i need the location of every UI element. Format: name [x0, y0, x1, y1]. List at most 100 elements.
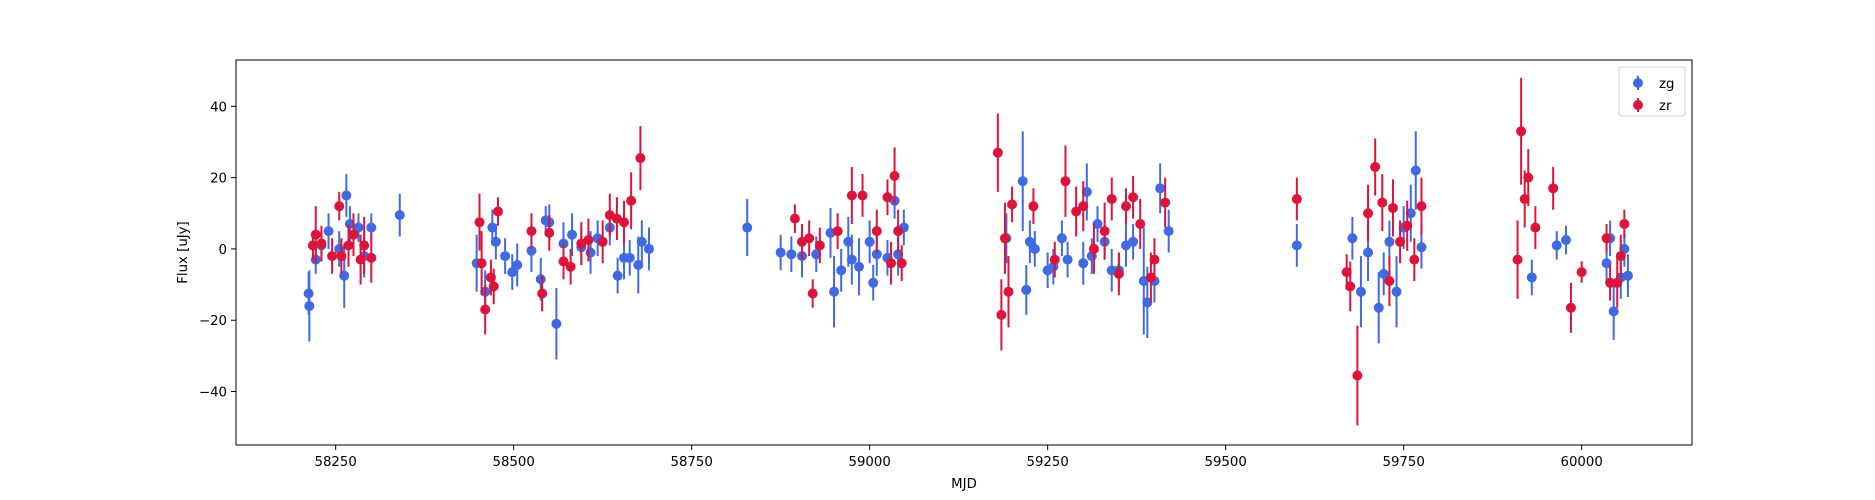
data-point-zr: [1135, 218, 1146, 229]
data-point-zr: [316, 238, 327, 249]
legend-marker-zg: [1633, 78, 1643, 88]
data-point-zg: [1347, 233, 1358, 244]
data-point-zr: [1028, 201, 1039, 212]
data-point-zr: [886, 258, 897, 269]
data-point-zr: [597, 236, 608, 247]
data-point-zr: [893, 226, 904, 237]
y-tick-label: −40: [199, 386, 227, 401]
data-point-zr: [992, 147, 1003, 158]
data-point-zr: [537, 288, 548, 299]
y-tick-label: 40: [210, 100, 227, 115]
data-point-zr: [1341, 267, 1352, 278]
data-point-zg: [344, 218, 355, 229]
data-point-zr: [1007, 199, 1018, 210]
data-point-zr: [488, 281, 499, 292]
data-point-zg: [323, 226, 334, 237]
data-point-zr: [1565, 302, 1576, 313]
data-point-zr: [1145, 272, 1156, 283]
data-point-zg: [1601, 258, 1612, 269]
y-axis-label: Flux [uJy]: [176, 221, 191, 283]
data-point-zg: [612, 270, 623, 281]
data-point-zg: [846, 254, 857, 265]
data-point-zg: [871, 249, 882, 260]
data-point-zg: [1560, 235, 1571, 246]
data-point-zr: [1416, 201, 1427, 212]
data-point-zg: [1128, 236, 1139, 247]
data-point-zr: [1516, 126, 1527, 137]
data-point-zg: [1081, 186, 1092, 197]
data-point-zr: [846, 190, 857, 201]
data-point-zr: [871, 226, 882, 237]
axes-frame: [235, 59, 1693, 446]
data-point-zr: [1291, 194, 1302, 205]
data-point-zg: [742, 222, 753, 233]
series-zr: [307, 77, 1630, 426]
data-point-zg: [304, 300, 315, 311]
data-point-zg: [1021, 284, 1032, 295]
data-point-zg: [1029, 243, 1040, 254]
data-point-zr: [1402, 220, 1413, 231]
data-point-zg: [341, 190, 352, 201]
data-point-zg: [1062, 254, 1073, 265]
data-point-zr: [996, 309, 1007, 320]
data-point-zg: [1092, 218, 1103, 229]
data-point-zg: [366, 222, 377, 233]
data-point-zr: [1078, 201, 1089, 212]
data-point-zg: [1384, 236, 1395, 247]
data-point-zr: [807, 288, 818, 299]
data-point-zr: [310, 229, 321, 240]
legend-label-zg: zg: [1659, 77, 1674, 92]
legend-box: [1618, 66, 1686, 117]
x-axis-label: MJD: [951, 477, 977, 492]
data-point-zr: [1160, 197, 1171, 208]
data-point-zr: [1530, 222, 1541, 233]
data-point-zr: [832, 226, 843, 237]
data-point-zr: [334, 201, 345, 212]
data-point-zg: [1355, 286, 1366, 297]
data-point-zr: [626, 195, 637, 206]
data-point-zg: [836, 265, 847, 276]
y-axis: −40 −20 0 20 40: [199, 100, 236, 401]
data-point-zr: [359, 240, 370, 251]
data-point-zg: [864, 236, 875, 247]
data-point-zg: [853, 261, 864, 272]
data-point-zg: [1551, 240, 1562, 251]
data-point-zr: [1512, 254, 1523, 265]
data-point-zr: [1352, 370, 1363, 381]
data-point-zr: [348, 229, 359, 240]
data-point-zr: [789, 213, 800, 224]
data-point-zr: [343, 240, 354, 251]
data-point-zr: [1120, 201, 1131, 212]
data-point-zr: [1576, 267, 1587, 278]
data-point-zr: [1519, 194, 1530, 205]
x-tick-label: 59250: [1027, 455, 1069, 470]
data-point-zg: [633, 259, 644, 270]
data-point-zg: [1373, 302, 1384, 313]
data-point-zg: [512, 259, 523, 270]
data-point-zg: [1391, 286, 1402, 297]
data-point-zg: [1155, 183, 1166, 194]
data-point-zg: [843, 236, 854, 247]
data-point-zr: [882, 192, 893, 203]
data-point-zr: [1377, 197, 1388, 208]
data-point-zg: [829, 286, 840, 297]
data-point-zg: [1024, 236, 1035, 247]
data-point-zr: [355, 254, 366, 265]
data-point-zg: [585, 247, 596, 258]
data-point-zr: [1523, 172, 1534, 183]
data-point-zr: [474, 217, 485, 228]
data-point-zr: [1605, 277, 1616, 288]
data-point-zg: [1363, 247, 1374, 258]
data-point-zg: [490, 236, 501, 247]
data-point-zr: [1409, 254, 1420, 265]
x-tick-label: 60000: [1560, 455, 1602, 470]
legend-label-zr: zr: [1659, 99, 1672, 114]
data-point-zg: [1378, 268, 1389, 279]
data-point-zr: [1615, 251, 1626, 262]
data-point-zr: [889, 170, 900, 181]
data-point-zr: [1370, 161, 1381, 172]
data-point-zr: [1612, 277, 1623, 288]
data-point-zg: [1017, 176, 1028, 187]
data-point-zg: [487, 222, 498, 233]
